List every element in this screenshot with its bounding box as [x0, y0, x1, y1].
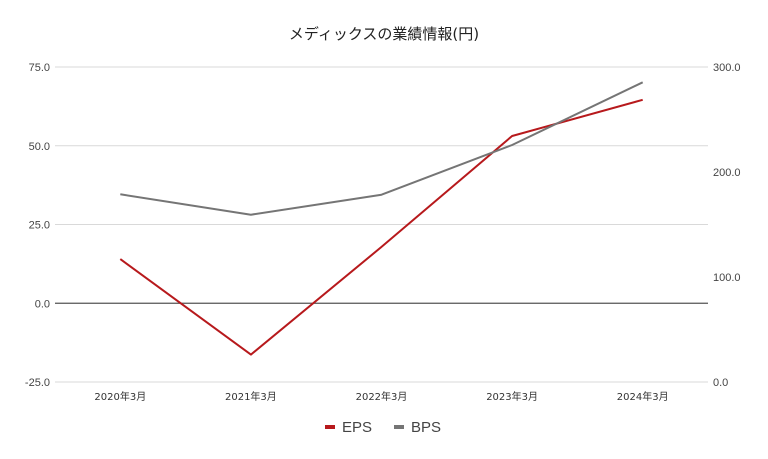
- x-tick-label: 2023年3月: [486, 390, 538, 403]
- left-tick-label: 0.0: [35, 298, 50, 310]
- right-tick-label: 200.0: [713, 167, 741, 179]
- left-tick-label: 50.0: [29, 141, 50, 153]
- right-axis-ticks: 300.0 200.0 100.0 0.0: [713, 62, 741, 389]
- x-tick-label: 2021年3月: [225, 390, 277, 403]
- x-tick-label: 2022年3月: [356, 390, 408, 403]
- left-axis-ticks: 75.0 50.0 25.0 0.0 -25.0: [25, 62, 50, 389]
- legend-label-eps: EPS: [342, 419, 372, 436]
- legend-label-bps: BPS: [411, 419, 441, 436]
- series-line-bps: [120, 81, 644, 216]
- left-tick-label: 25.0: [29, 220, 50, 232]
- right-tick-label: 0.0: [713, 377, 728, 389]
- left-tick-label: -25.0: [25, 377, 50, 389]
- x-tick-label: 2024年3月: [617, 390, 669, 403]
- left-tick-label: 75.0: [29, 62, 50, 74]
- chart-title: メディックスの業績情報(円): [289, 25, 479, 43]
- legend-swatch-bps: [394, 425, 404, 429]
- right-tick-label: 300.0: [713, 62, 741, 74]
- x-tick-label: 2020年3月: [94, 390, 146, 403]
- series-lines: [119, 81, 644, 356]
- legend: EPS BPS: [325, 419, 441, 436]
- legend-swatch-eps: [325, 425, 335, 429]
- series-line-eps: [119, 98, 643, 356]
- right-tick-label: 100.0: [713, 272, 741, 284]
- gridlines: [55, 66, 708, 383]
- x-axis-ticks: 2020年3月 2021年3月 2022年3月 2023年3月 2024年3月: [94, 390, 668, 403]
